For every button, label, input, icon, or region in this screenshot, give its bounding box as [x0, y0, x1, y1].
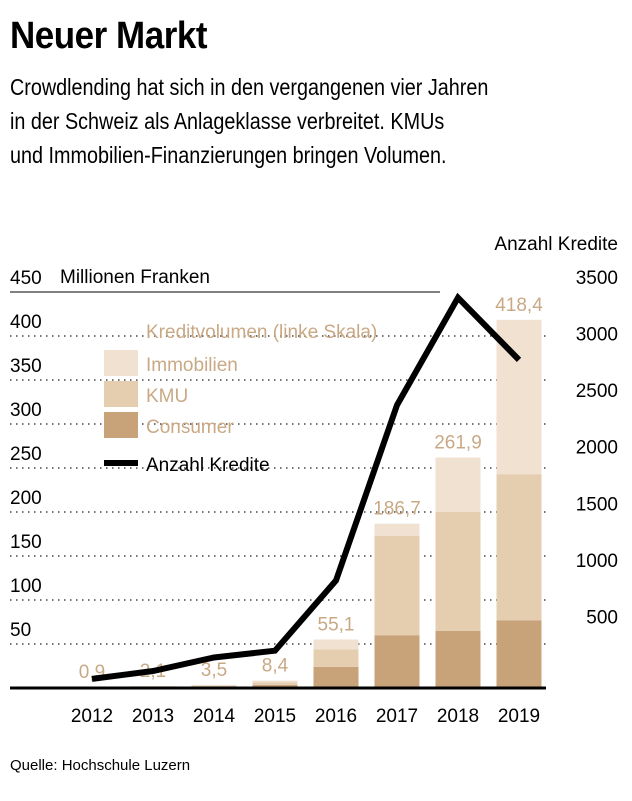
- x-tick-label: 2017: [376, 706, 418, 727]
- bar-kmu-2015: [252, 682, 298, 685]
- x-tick-label: 2016: [315, 706, 357, 727]
- bar-consumer-2019: [496, 620, 542, 688]
- legend-label-anzahl-kredite: Anzahl Kredite: [146, 455, 270, 476]
- bar-consumer-2018: [435, 630, 481, 688]
- legend-title: Kreditvolumen (linke Skala): [146, 322, 377, 343]
- bar-kmu-2017: [374, 535, 420, 636]
- left-axis-unit-label: Millionen Franken: [60, 267, 210, 288]
- subtitle-line-1: Crowdlending hat sich in den vergangenen…: [10, 74, 489, 100]
- line-anzahl-kredite: [91, 292, 522, 682]
- left-tick-label: 250: [10, 444, 42, 465]
- legend-label-immobilien: Immobilien: [146, 355, 238, 376]
- bar-kmu-2016: [313, 649, 359, 667]
- left-tick-label: 100: [10, 576, 42, 597]
- x-tick-label: 2013: [132, 706, 174, 727]
- left-tick-label: 50: [10, 620, 31, 641]
- legend-swatch-kmu: [104, 381, 138, 407]
- legend: Kreditvolumen (linke Skala) Immobilien K…: [104, 322, 377, 476]
- right-tick-label: 1000: [576, 551, 618, 572]
- right-axis: 500 1000 1500 2000 2500 3000 3500: [576, 268, 618, 628]
- bar-immobilien-2017: [374, 523, 420, 536]
- chart-title: Neuer Markt: [10, 15, 208, 57]
- right-tick-label: 2500: [576, 381, 618, 402]
- x-tick-label: 2018: [437, 706, 479, 727]
- legend-swatch-immobilien: [104, 350, 138, 376]
- right-axis-title: Anzahl Kredite: [494, 234, 618, 255]
- subtitle-line-3: und Immobilien-Finanzierungen bringen Vo…: [10, 142, 447, 168]
- bar-consumer-2017: [374, 635, 420, 688]
- left-tick-label: 150: [10, 532, 42, 553]
- bar-kmu-2019: [496, 474, 542, 621]
- bar-kmu-2018: [435, 512, 481, 631]
- right-tick-label: 3500: [576, 268, 618, 289]
- x-tick-label: 2014: [193, 706, 236, 727]
- grid-lines: [10, 291, 546, 645]
- x-tick-label: 2015: [254, 706, 296, 727]
- x-tick-label: 2019: [498, 706, 540, 727]
- bar-immobilien-2015: [252, 680, 298, 683]
- legend-swatch-consumer: [104, 412, 138, 438]
- right-tick-label: 1500: [576, 494, 618, 515]
- chart-subtitle: Crowdlending hat sich in den vergangenen…: [10, 70, 612, 172]
- bar-consumer-2015: [252, 684, 298, 688]
- left-axis: 50 100 150 200 250 300 350 400 450: [10, 268, 42, 641]
- right-tick-label: 500: [586, 607, 618, 628]
- left-tick-label: 300: [10, 400, 42, 421]
- legend-label-consumer: Consumer: [146, 417, 234, 438]
- x-axis: 2012 2013 2014 2015 2016 2017 2018 2019: [71, 706, 540, 727]
- right-tick-label: 2000: [576, 438, 618, 459]
- bar-immobilien-2018: [435, 457, 481, 512]
- bars: [69, 319, 542, 688]
- x-tick-label: 2012: [71, 706, 113, 727]
- total-label-2018: 261,9: [434, 433, 482, 454]
- source-note: Quelle: Hochschule Luzern: [10, 757, 191, 774]
- bar-immobilien-2016: [313, 639, 359, 650]
- total-label-2016: 55,1: [318, 615, 355, 636]
- left-tick-label: 200: [10, 488, 42, 509]
- bar-kmu-2014: [191, 685, 237, 687]
- right-tick-label: 3000: [576, 325, 618, 346]
- legend-label-kmu: KMU: [146, 386, 188, 407]
- bar-consumer-2016: [313, 666, 359, 688]
- bar-immobilien-2014: [191, 684, 237, 686]
- total-label-2017: 186,7: [373, 499, 421, 520]
- total-label-2015: 8,4: [262, 656, 289, 677]
- left-tick-label: 450: [10, 268, 42, 289]
- total-label-2019: 418,4: [495, 295, 543, 316]
- left-tick-label: 350: [10, 356, 42, 377]
- subtitle-line-2: in der Schweiz als Anlageklasse verbreit…: [10, 108, 445, 134]
- left-tick-label: 400: [10, 312, 42, 333]
- total-label-2014: 3,5: [201, 660, 227, 681]
